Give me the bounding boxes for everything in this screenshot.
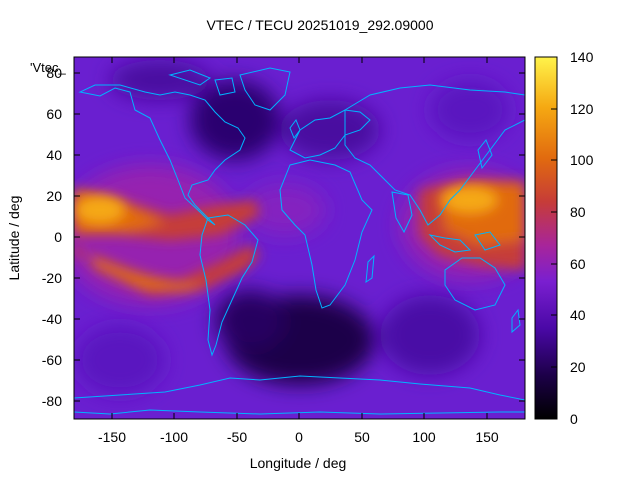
y-tick-label: -80 [42, 393, 62, 409]
y-tick-label: 0 [54, 229, 62, 245]
y-tick-label: -60 [42, 352, 62, 368]
x-tick-label: 100 [412, 429, 436, 445]
x-tick-label: -150 [98, 429, 126, 445]
coastlines [74, 67, 525, 415]
x-tick-label: 150 [475, 429, 499, 445]
colorbar-tick-label: 80 [570, 204, 586, 220]
colorbar-tick-label: 60 [570, 256, 586, 272]
y-tick-label: 20 [46, 188, 62, 204]
x-tick-label: -50 [227, 429, 247, 445]
colorbar-tick-labels: 0 20 40 60 80 100 120 140 [570, 49, 594, 427]
x-tick-label: 50 [354, 429, 370, 445]
map-label: 'Vtec_ [30, 60, 66, 75]
x-tick-label: -100 [160, 429, 188, 445]
x-tick-label: 0 [295, 429, 303, 445]
colorbar-tick-label: 100 [570, 152, 594, 168]
colorbar-tick-label: 40 [570, 307, 586, 323]
vtec-field [74, 57, 525, 419]
x-axis-label: Longitude / deg [249, 455, 347, 471]
colorbar-tick-label: 140 [570, 49, 594, 65]
y-tick-label: -20 [42, 270, 62, 286]
colorbar-tick-label: 20 [570, 359, 586, 375]
colorbar [534, 56, 558, 420]
y-tick-label: 40 [46, 147, 62, 163]
colorbar-ticks [551, 56, 557, 420]
map-title: VTEC / TECU 20251019_292.09000 [206, 17, 434, 33]
x-ticks [111, 57, 488, 419]
x-tick-labels: -150 -100 -50 0 50 100 150 [98, 429, 499, 445]
y-tick-label: 80 [46, 65, 62, 81]
colorbar-tick-label: 0 [570, 411, 578, 427]
y-ticks [74, 72, 525, 402]
colorbar-tick-label: 120 [570, 101, 594, 117]
y-tick-label: -40 [42, 311, 62, 327]
y-tick-labels: -80 -60 -40 -20 0 20 40 60 80 [42, 65, 62, 409]
y-tick-label: 60 [46, 106, 62, 122]
